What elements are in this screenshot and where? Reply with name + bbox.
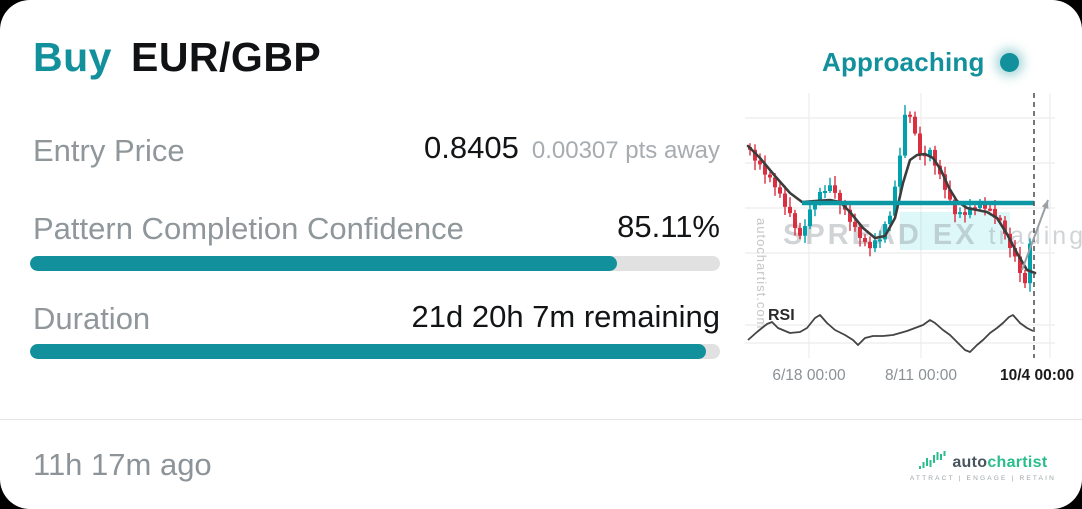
confidence-progress-fill: [30, 256, 618, 271]
logo-word-auto: auto: [952, 454, 988, 471]
confidence-value: 85.11%: [617, 209, 720, 244]
logo-word-chartist: chartist: [987, 454, 1048, 471]
status-dot-icon: [999, 53, 1019, 72]
confidence-label: Pattern Completion Confidence: [33, 211, 464, 246]
x-axis-label: 6/18 00:00: [772, 367, 846, 384]
autochartist-logo: autochartist ATTRACT | ENGAGE | RETAIN: [910, 450, 1056, 482]
logo-bars-icon: [919, 451, 946, 469]
status-badge: Approaching: [822, 47, 1019, 78]
duration-progress-bar: [30, 344, 720, 359]
instrument-symbol: EUR/GBP: [130, 34, 322, 80]
x-axis-label: 10/4 00:00: [1000, 367, 1074, 384]
duration-progress-fill: [30, 344, 707, 359]
logo-tagline: ATTRACT | ENGAGE | RETAIN: [909, 475, 1056, 482]
trade-direction: Buy: [33, 34, 112, 80]
price-chart-svg: autochartist.com SPREAD EX trading RSI 6/18…: [745, 93, 1082, 384]
logo-wordmark: autochartist: [952, 454, 1047, 472]
duration-label: Duration: [33, 301, 151, 336]
entry-price-label: Entry Price: [33, 133, 185, 168]
price-chart[interactable]: autochartist.com SPREAD EX trading RSI 6/18…: [745, 88, 1082, 395]
brand-watermark: SPREAD EX trading: [783, 219, 1082, 251]
rsi-label: RSI: [768, 307, 795, 324]
signal-age: 11h 17m ago: [33, 447, 212, 482]
entry-price-value: 0.8405: [424, 130, 519, 165]
duration-value-row: 21d 20h 7m remaining: [33, 299, 720, 335]
footer-divider: [0, 419, 1082, 420]
x-axis-label: 8/11 00:00: [885, 367, 957, 384]
confidence-progress-bar: [30, 256, 720, 271]
vertical-watermark: autochartist.com: [754, 218, 769, 329]
entry-price-value-row: 0.8405 0.00307 pts away: [33, 130, 720, 166]
duration-value: 21d 20h 7m remaining: [411, 299, 720, 334]
entry-price-distance: 0.00307 pts away: [531, 137, 720, 164]
confidence-value-row: 85.11%: [33, 209, 720, 245]
page-title: Buy EUR/GBP: [33, 34, 321, 81]
status-label: Approaching: [822, 47, 985, 77]
